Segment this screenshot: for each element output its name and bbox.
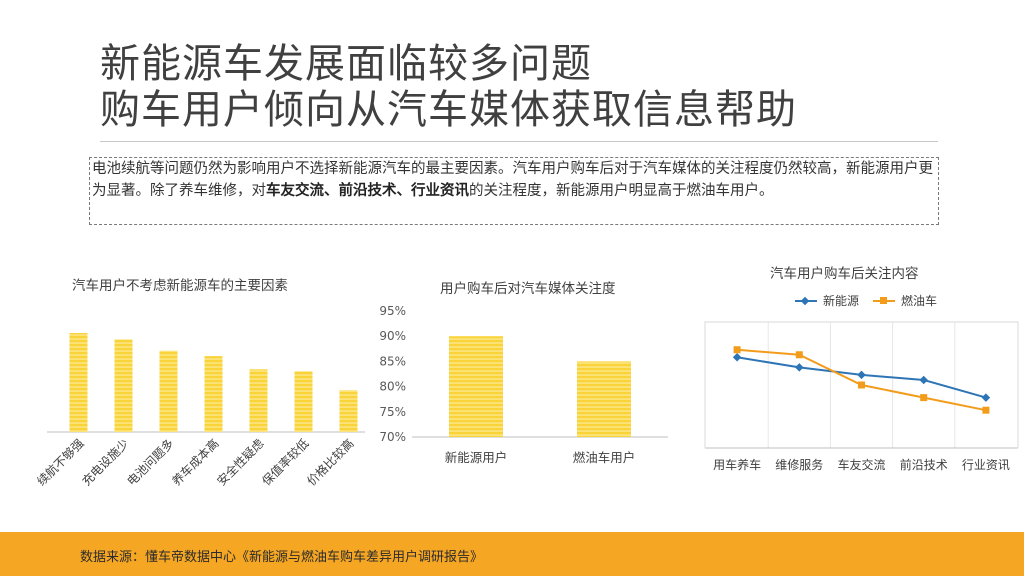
chart3-x-tick-label: 维修服务: [775, 457, 823, 472]
chart3-point-xinnengyuan: [919, 375, 928, 385]
chart3-point-ranyouche: [795, 351, 803, 359]
chart2-x-tick-label: 燃油车用户: [573, 450, 636, 465]
legend-label-ranyouche: 燃油车: [901, 294, 938, 308]
chart2-plot: 70% 75% 80% 85% 90% 95% 新能源用户 燃油车用户: [379, 304, 668, 465]
title-divider: [100, 141, 938, 142]
chart3-x-tick-label: 用车养车: [713, 457, 761, 472]
footer-source: 数据来源：懂车帝数据中心《新能源与燃油车购车差异用户调研报告》: [80, 550, 484, 565]
chart3-x-tick-label: 前沿技术: [900, 457, 948, 472]
chart1-x-tick-label: 价格比较高: [304, 436, 357, 489]
chart2-y-tick-label: 85%: [379, 354, 406, 368]
chart1-x-tick-label: 安全性疑虑: [214, 436, 267, 489]
chart3-x-tick-label: 行业资讯: [962, 458, 1010, 472]
chart3-legend: 新能源 燃油车: [795, 292, 937, 309]
footer-bar: [0, 532, 1024, 576]
chart3-point-xinnengyuan: [857, 370, 866, 380]
summary-text-part1: 电池续航等问题仍然为影响用户不选择新能源汽车的最主要因素。汽车用户购车后对于汽车…: [92, 161, 933, 199]
chart1-x-tick-label: 养车成本高: [169, 436, 222, 489]
legend-label-xinnengyuan: 新能源: [823, 294, 860, 308]
chart1-bar: [114, 339, 133, 432]
chart3-title: 汽车用户购车后关注内容: [770, 266, 919, 282]
chart1-x-tick-label: 续航不够强: [34, 436, 87, 489]
chart2-y-tick-label: 70%: [379, 430, 406, 444]
chart2-x-tick-label: 新能源用户: [445, 450, 508, 465]
chart3-point-xinnengyuan: [795, 363, 804, 372]
chart1-bar: [249, 369, 268, 432]
legend-swatch-xinnengyuan: [795, 296, 817, 306]
chart1-bar: [159, 350, 178, 432]
chart3-point-ranyouche: [858, 381, 865, 389]
chart1-title: 汽车用户不考虑新能源车的主要因素: [72, 278, 288, 294]
page-title-line-1: 新能源车发展面临较多问题: [100, 41, 592, 87]
chart3-x-tick-label: 车友交流: [837, 457, 885, 472]
summary-text-part2: 的关注程度，新能源用户明显高于燃油车用户。: [469, 183, 774, 199]
page-title-line-2: 购车用户倾向从汽车媒体获取信息帮助: [100, 87, 797, 133]
chart2-y-tick-label: 95%: [379, 304, 406, 318]
chart1-x-tick-label: 充电设施少: [79, 436, 132, 489]
chart2-title: 用户购车后对汽车媒体关注度: [440, 281, 616, 297]
chart3-point-ranyouche: [920, 394, 928, 402]
chart3-plot: 用车养车 维修服务 车友交流 前沿技术 行业资讯: [706, 322, 1017, 472]
legend-swatch-ranyouche: [873, 296, 896, 306]
chart1-x-tick-label: 保值率较低: [259, 436, 312, 489]
chart2-bar: [577, 361, 631, 437]
chart3-series-line: [737, 348, 987, 412]
chart2-bar: [449, 336, 503, 437]
chart3-point-xinnengyuan: [981, 393, 991, 402]
chart3-point-ranyouche: [733, 346, 741, 354]
chart3-point-ranyouche: [982, 406, 990, 414]
chart2-y-tick-label: 90%: [379, 329, 406, 343]
chart3-point-xinnengyuan: [732, 353, 742, 362]
summary-text-bold: 车友交流、前沿技术、行业资讯: [266, 183, 469, 199]
chart1-bar: [69, 333, 88, 432]
chart2-y-tick-label: 80%: [379, 380, 406, 394]
chart1-bar: [294, 371, 313, 432]
summary-box: 电池续航等问题仍然为影响用户不选择新能源汽车的最主要因素。汽车用户购车后对于汽车…: [89, 157, 939, 225]
chart2-y-tick-label: 75%: [379, 405, 406, 419]
chart1-bar: [339, 390, 358, 432]
chart1-x-tick-label: 电池问题多: [124, 436, 176, 488]
chart1-bar: [204, 356, 223, 432]
